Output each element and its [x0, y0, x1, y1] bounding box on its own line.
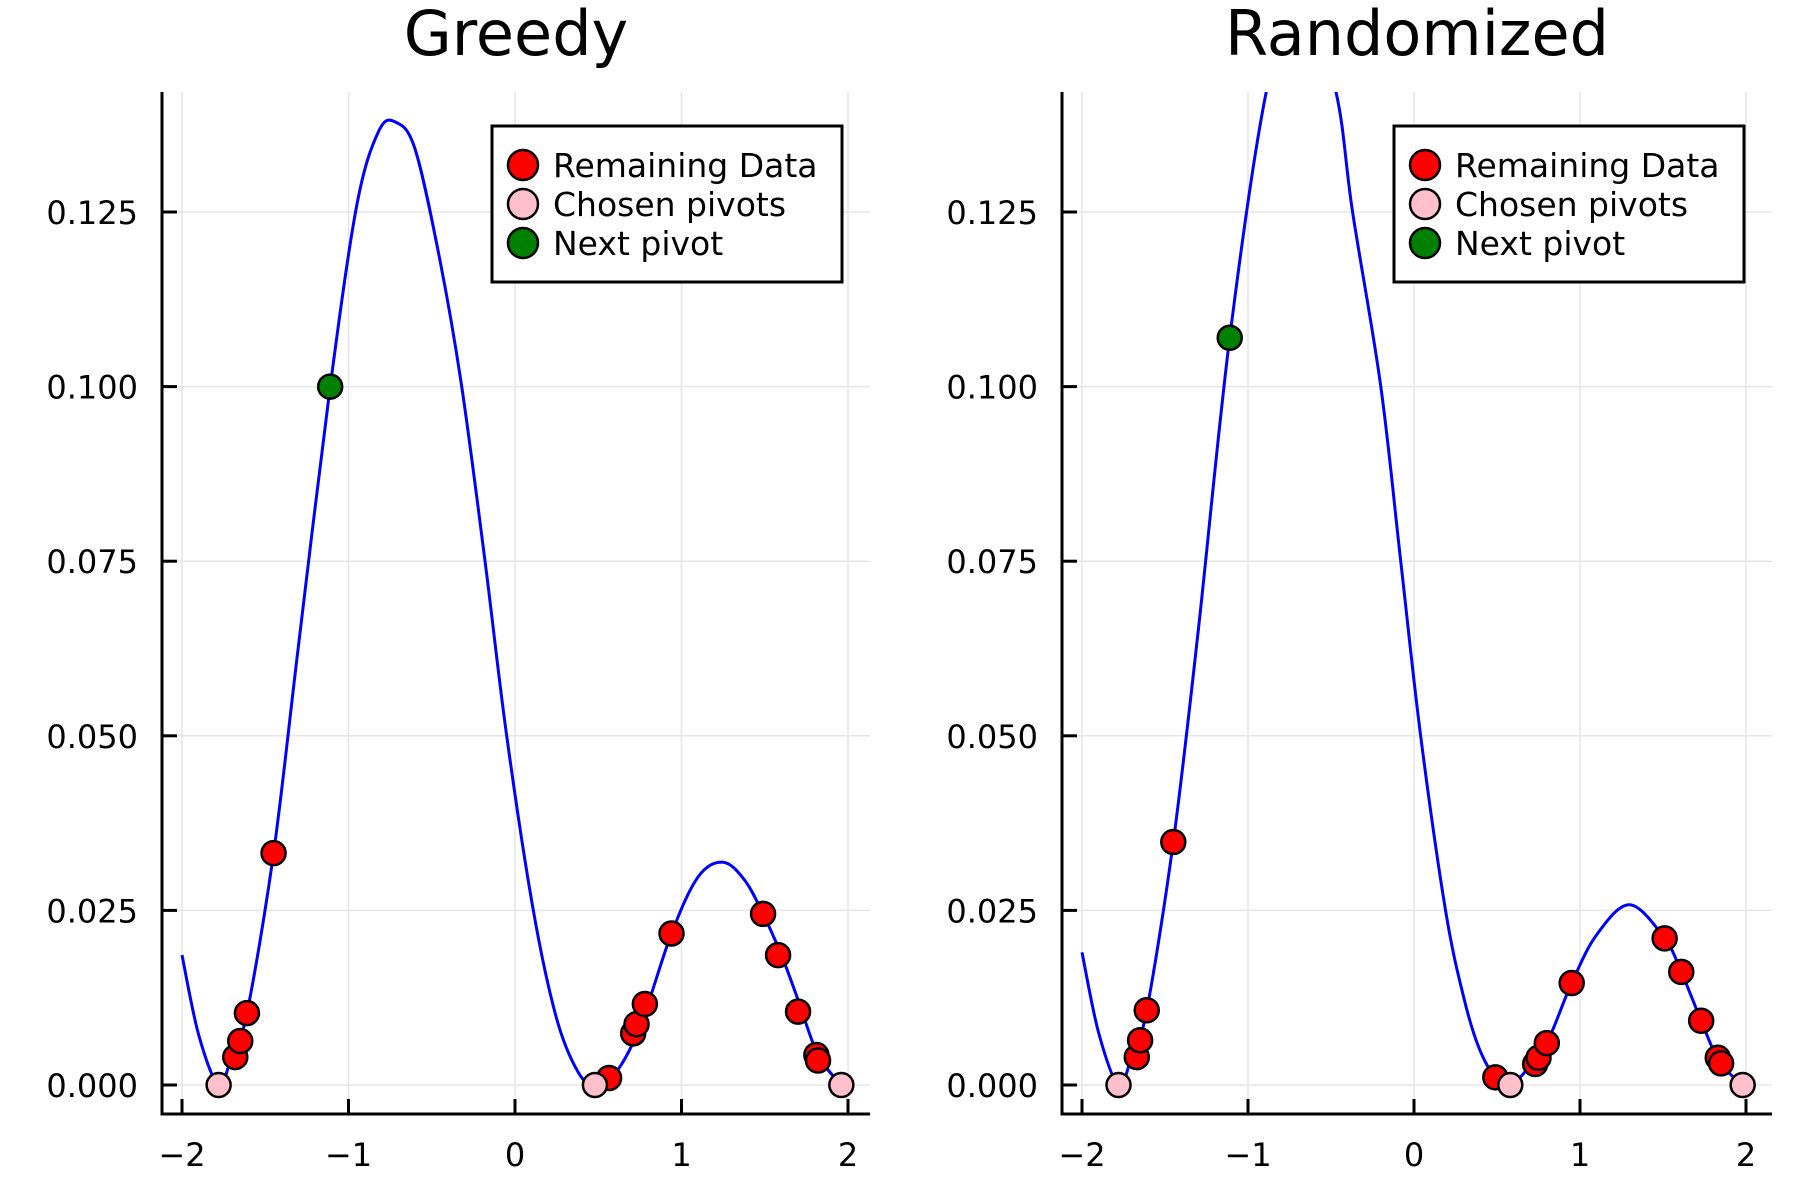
series-remaining-data	[1123, 828, 1735, 1091]
chosen-pivots-point	[828, 1071, 855, 1099]
x-tick-label: 0	[505, 1136, 525, 1174]
remaining-data-point	[1126, 1027, 1154, 1054]
legend-label: Remaining Data	[1455, 146, 1720, 185]
chosen-pivots-point	[205, 1071, 232, 1099]
remaining-data-point	[1533, 1029, 1561, 1057]
y-tick-label: 0.000	[946, 1067, 1038, 1105]
chosen-pivots-point	[581, 1071, 609, 1099]
remaining-data-point	[1160, 828, 1187, 856]
legend-label: Chosen pivots	[553, 185, 786, 224]
series-chosen-pivots	[205, 1071, 855, 1099]
greedy-panel: −2 −1 0 1 2 0.000 0.025 0.050 0.075 0.100 0.125 Gre…	[46, 0, 870, 1174]
chart-title: Randomized	[1225, 0, 1609, 70]
chosen-pivots-point	[1729, 1071, 1756, 1099]
remaining-data-point	[749, 900, 777, 928]
y-tick-label: 0.100	[946, 369, 1038, 407]
y-tick-label: 0.125	[46, 194, 138, 232]
x-tick-label: 0	[1404, 1136, 1424, 1174]
remaining-data-point	[658, 920, 685, 947]
remaining-data-point	[1687, 1007, 1715, 1034]
legend-marker-chosen-pivots	[506, 187, 540, 221]
series-next-pivot	[316, 373, 344, 400]
legend-label: Next pivot	[1455, 224, 1625, 263]
remaining-data-point	[260, 839, 287, 867]
error-curve	[1080, 92, 1744, 1087]
x-tick-label: −2	[158, 1136, 205, 1174]
legend-marker-remaining-data	[506, 148, 540, 182]
remaining-data-point	[1558, 969, 1585, 997]
randomized-panel: −2 −1 0 1 2 0.000 0.025 0.050 0.075 0.100 0.125 Ran…	[946, 0, 1772, 1174]
remaining-data-point	[233, 999, 261, 1027]
y-tick-label: 0.025	[46, 892, 138, 930]
next-pivot-point	[1216, 324, 1243, 351]
y-tick-label: 0.075	[46, 543, 138, 581]
remaining-data-point	[1707, 1050, 1735, 1077]
legend-label: Next pivot	[553, 224, 723, 263]
x-tick-label: 2	[838, 1136, 858, 1174]
remaining-data-point	[764, 941, 792, 969]
legend-marker-next-pivot	[1408, 226, 1442, 260]
x-tick-label: 1	[1570, 1136, 1590, 1174]
y-tick-label: 0.100	[46, 369, 138, 407]
x-tick-label: 2	[1736, 1136, 1756, 1174]
series-next-pivot	[1216, 324, 1243, 351]
y-tick-label: 0.050	[46, 718, 138, 756]
legend-box	[1392, 124, 1746, 284]
legend-marker-chosen-pivots	[1408, 187, 1442, 221]
remaining-data-point	[1133, 997, 1160, 1024]
legend-label: Chosen pivots	[1455, 185, 1688, 224]
legend-box	[490, 124, 844, 284]
remaining-data-point	[1668, 958, 1695, 986]
chart-title: Greedy	[404, 0, 629, 70]
y-tick-label: 0.025	[946, 892, 1038, 930]
x-tick-label: −1	[1224, 1136, 1271, 1174]
y-tick-label: 0.075	[946, 543, 1038, 581]
error-curve	[180, 118, 843, 1087]
remaining-data-point	[227, 1027, 254, 1055]
remaining-data-point	[1651, 925, 1678, 952]
y-tick-label: 0.050	[946, 718, 1038, 756]
chosen-pivots-point	[1497, 1071, 1524, 1099]
series-chosen-pivots	[1105, 1071, 1756, 1099]
legend-marker-next-pivot	[506, 226, 540, 260]
legend-marker-remaining-data	[1408, 148, 1442, 182]
chosen-pivots-point	[1105, 1071, 1132, 1099]
next-pivot-point	[316, 373, 344, 400]
x-tick-label: −1	[325, 1136, 372, 1174]
remaining-data-point	[804, 1047, 832, 1074]
x-tick-label: 1	[671, 1136, 691, 1174]
legend-label: Remaining Data	[553, 146, 818, 185]
remaining-data-point	[784, 998, 812, 1025]
remaining-data-point	[631, 990, 659, 1018]
y-tick-label: 0.000	[46, 1067, 138, 1105]
x-tick-label: −2	[1058, 1136, 1105, 1174]
y-tick-label: 0.125	[946, 194, 1038, 232]
